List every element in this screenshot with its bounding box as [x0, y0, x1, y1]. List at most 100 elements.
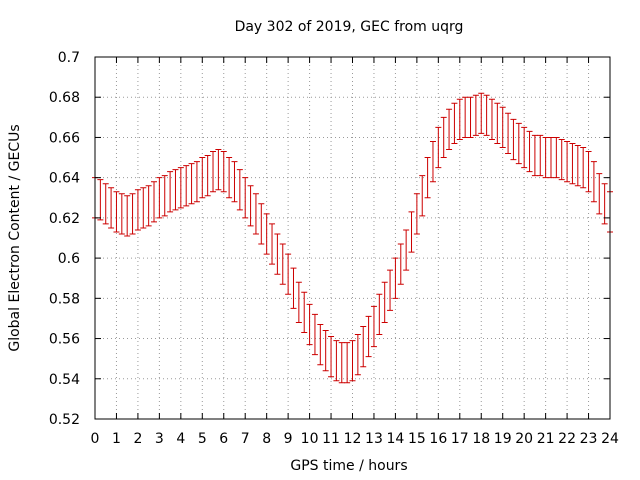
error-bar-point	[295, 281, 302, 323]
x-tick-label: 6	[219, 431, 228, 447]
error-bar-point	[515, 122, 522, 165]
error-bar-point	[97, 179, 104, 221]
error-bar-point	[526, 130, 533, 173]
y-tick-labels: 0.52 0.54 0.56 0.58 0.6 0.62 0.64 0.66 0.68 0.7	[49, 50, 80, 428]
x-tick-label: 9	[284, 431, 293, 447]
x-tick-label: 17	[451, 431, 469, 447]
error-bar-point	[231, 161, 238, 203]
error-bar-point	[269, 223, 276, 265]
error-bar-point	[349, 340, 356, 382]
y-tick-label: 0.68	[49, 90, 80, 106]
error-bar-point	[408, 211, 415, 253]
error-bar-point	[328, 336, 335, 378]
error-bar-point	[290, 267, 297, 309]
error-bar-point	[494, 102, 501, 144]
error-bar-point	[118, 193, 125, 235]
error-bar-point	[403, 229, 410, 271]
error-bar-point	[108, 187, 115, 229]
x-tick-label: 21	[537, 431, 555, 447]
error-bar-point	[151, 181, 158, 223]
x-tick-label: 3	[155, 431, 164, 447]
error-bar-point	[424, 157, 431, 199]
error-bar-point	[435, 126, 442, 169]
x-tick-label: 0	[91, 431, 100, 447]
y-tick-label: 0.66	[49, 130, 80, 146]
error-bar-point	[590, 161, 597, 203]
y-tick-label: 0.7	[58, 50, 80, 66]
error-bar-point	[113, 191, 120, 233]
error-bar-point	[102, 183, 109, 225]
error-bar-point	[285, 253, 292, 295]
error-bar-point	[542, 136, 549, 179]
error-bar-point	[317, 323, 324, 366]
x-tick-label: 5	[198, 431, 207, 447]
x-tick-label: 11	[322, 431, 340, 447]
y-tick-label: 0.56	[49, 332, 80, 348]
error-bar-point	[510, 118, 517, 161]
error-bar-point	[193, 161, 200, 203]
x-tick-label: 15	[408, 431, 426, 447]
error-bar-point	[467, 96, 474, 138]
x-tick-label: 12	[344, 431, 362, 447]
error-bar-point	[129, 193, 136, 235]
error-bar-point	[429, 140, 436, 183]
error-bar-point	[462, 96, 469, 138]
error-bar-point	[242, 177, 249, 219]
error-bar-point	[204, 155, 211, 197]
error-bar-point	[306, 303, 313, 346]
error-bar-point	[601, 183, 608, 225]
error-bar-point	[569, 142, 576, 185]
error-bar-point	[558, 138, 565, 181]
error-bar-point	[263, 213, 270, 255]
x-tick-label: 14	[387, 431, 405, 447]
x-tick-label: 18	[472, 431, 490, 447]
error-bar-point	[220, 151, 227, 193]
y-tick-label: 0.6	[58, 251, 80, 267]
x-tick-label: 23	[580, 431, 598, 447]
error-bar-point	[456, 98, 463, 140]
error-bar-point	[360, 325, 367, 368]
error-bar-point	[354, 334, 361, 376]
x-tick-label: 16	[429, 431, 447, 447]
x-tick-label: 2	[133, 431, 142, 447]
error-bar-point	[580, 147, 587, 189]
x-tick-label: 24	[601, 431, 619, 447]
y-axis-title: Global Electron Content / GECUs	[7, 124, 23, 351]
error-bar-point	[134, 189, 141, 231]
x-tick-label: 13	[365, 431, 383, 447]
error-bar-point	[338, 342, 345, 384]
error-bar-point	[478, 92, 485, 134]
error-bar-point	[236, 169, 243, 211]
y-tick-label: 0.58	[49, 291, 80, 307]
chart-title: Day 302 of 2019, GEC from uqrg	[235, 19, 464, 35]
error-bar-point	[279, 243, 286, 285]
error-bar-point	[188, 163, 195, 205]
error-bar-point	[488, 98, 495, 140]
error-bar-point	[483, 94, 490, 136]
error-bar-point	[446, 108, 453, 151]
y-tick-label: 0.52	[49, 412, 80, 428]
error-bar-point	[376, 293, 383, 336]
error-bar-point	[124, 195, 131, 237]
x-tick-label: 19	[494, 431, 512, 447]
error-bar-point	[499, 106, 506, 148]
y-tick-label: 0.54	[49, 372, 80, 388]
error-bar-point	[215, 149, 222, 191]
error-bar-point	[344, 342, 351, 384]
error-bar-point	[161, 175, 168, 217]
error-bar-point	[397, 243, 404, 285]
x-tick-label: 4	[176, 431, 185, 447]
x-tick-label: 7	[241, 431, 250, 447]
error-bar-point	[505, 112, 512, 155]
error-bar-point	[365, 315, 372, 358]
error-bar-point	[547, 136, 554, 179]
error-bar-point	[167, 171, 174, 213]
error-bar-point	[156, 177, 163, 219]
error-bar-point	[311, 313, 318, 356]
error-bar-point	[370, 305, 377, 348]
error-bar-point	[564, 140, 571, 183]
x-tick-label: 8	[262, 431, 271, 447]
error-bar-point	[585, 151, 592, 193]
axis-ticks	[94, 56, 611, 420]
